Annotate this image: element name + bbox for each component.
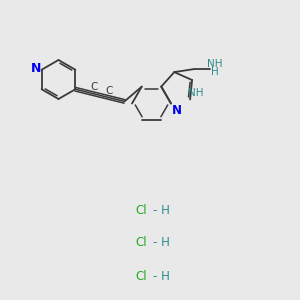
Text: C: C xyxy=(105,86,112,96)
Text: Cl: Cl xyxy=(135,269,147,283)
Text: NH: NH xyxy=(188,88,203,98)
Text: H: H xyxy=(211,67,219,77)
Text: Cl: Cl xyxy=(135,236,147,250)
Text: - H: - H xyxy=(153,269,170,283)
Text: C: C xyxy=(91,82,98,92)
Text: - H: - H xyxy=(153,203,170,217)
Text: N: N xyxy=(171,103,182,117)
Text: NH: NH xyxy=(207,59,223,69)
Text: N: N xyxy=(31,62,42,75)
Text: Cl: Cl xyxy=(135,203,147,217)
Text: - H: - H xyxy=(153,236,170,250)
